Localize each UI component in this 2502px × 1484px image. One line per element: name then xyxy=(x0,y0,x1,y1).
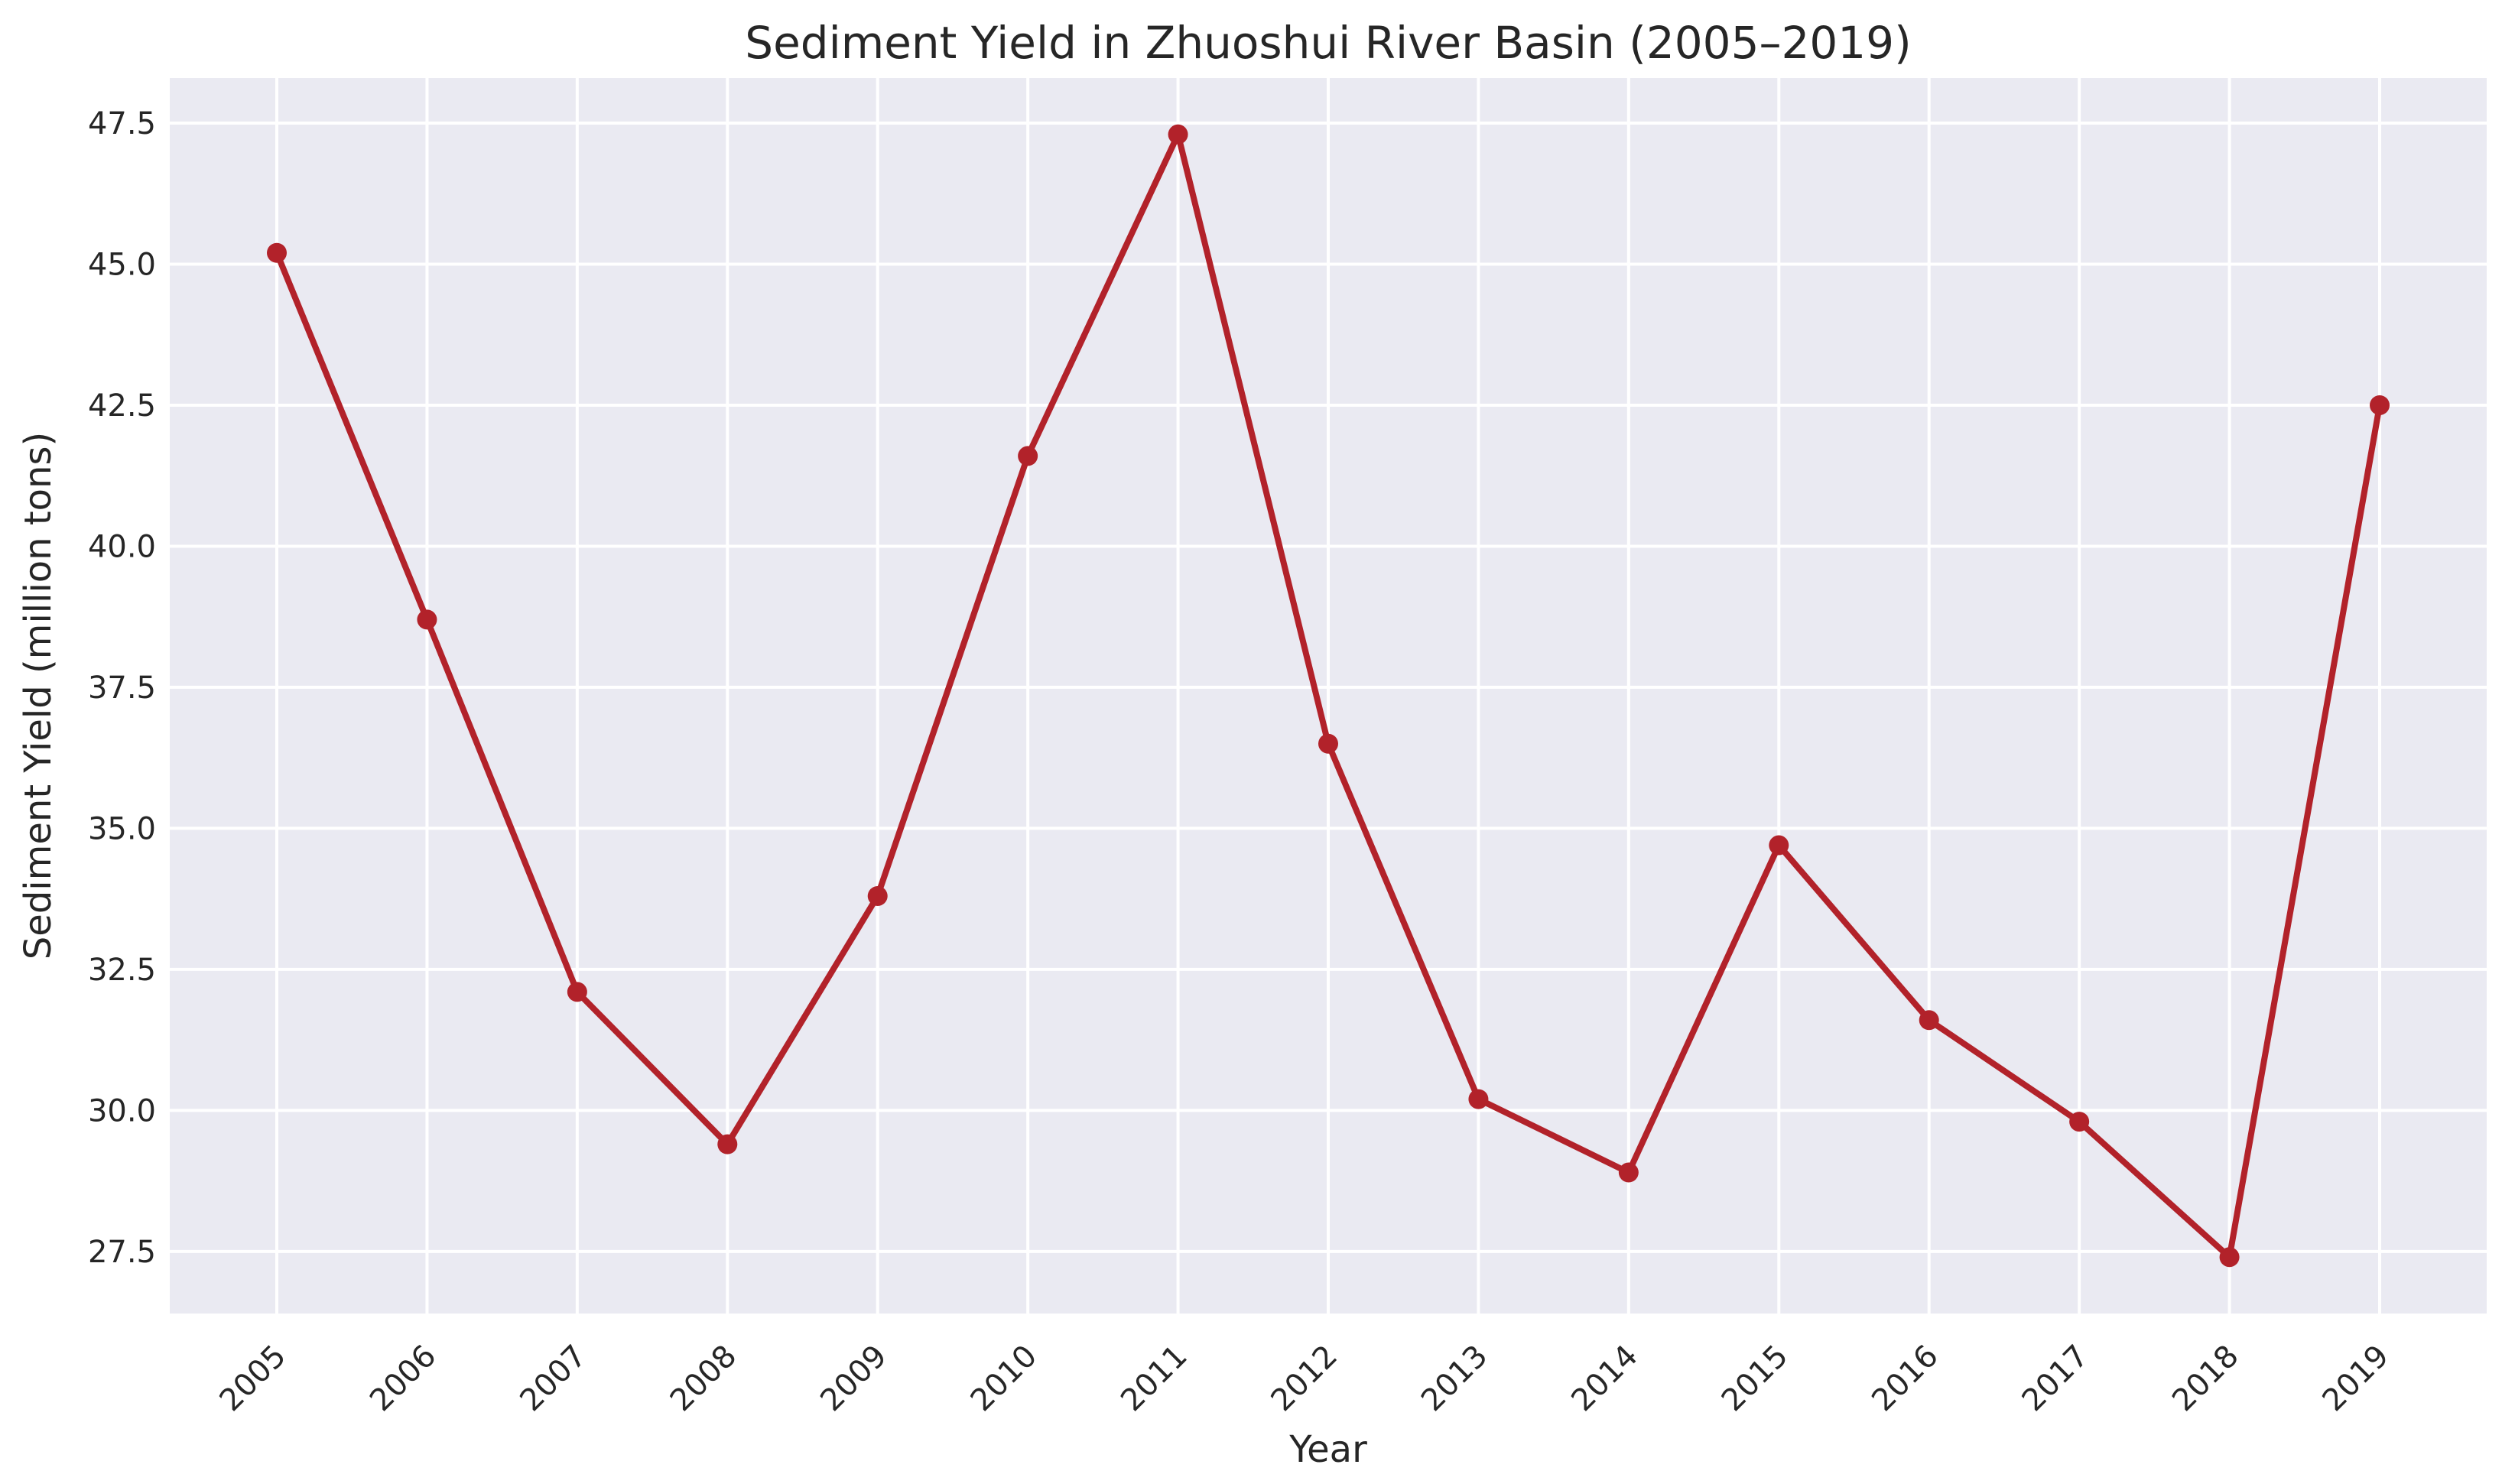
y-tick-label: 37.5 xyxy=(88,671,156,706)
data-point xyxy=(2069,1112,2090,1132)
data-point xyxy=(1468,1089,1489,1109)
x-tick-label: 2006 xyxy=(363,1339,444,1419)
x-tick-label: 2013 xyxy=(1415,1339,1495,1419)
x-axis-ticks: 2005 2006 2007 2008 2009 2010 2011 2012 2013 2014… xyxy=(213,1339,2396,1419)
series-layer xyxy=(267,124,2390,1268)
chart-title: Sediment Yield in Zhuoshui River Basin (… xyxy=(745,17,1911,69)
y-tick-label: 40.0 xyxy=(88,529,156,564)
x-tick-label: 2018 xyxy=(2166,1339,2246,1419)
y-tick-label: 35.0 xyxy=(88,811,156,846)
data-point xyxy=(417,609,437,630)
data-point xyxy=(2219,1247,2240,1268)
x-tick-label: 2008 xyxy=(664,1339,744,1419)
data-point xyxy=(2370,395,2390,415)
data-point xyxy=(267,242,287,263)
x-tick-label: 2012 xyxy=(1265,1339,1345,1419)
x-tick-label: 2015 xyxy=(1715,1339,1795,1419)
y-tick-label: 30.0 xyxy=(88,1093,156,1128)
data-point xyxy=(867,885,888,906)
x-tick-label: 2019 xyxy=(2316,1339,2396,1419)
data-point xyxy=(1018,446,1038,466)
x-axis-label: Year xyxy=(1288,1428,1367,1471)
y-tick-label: 27.5 xyxy=(88,1235,156,1270)
x-tick-label: 2011 xyxy=(1114,1339,1194,1419)
data-point xyxy=(1618,1162,1639,1183)
data-point xyxy=(1168,124,1188,145)
grid-lines xyxy=(170,78,2487,1314)
data-point xyxy=(1318,733,1338,754)
data-point xyxy=(1919,1010,1939,1031)
x-tick-label: 2010 xyxy=(964,1339,1045,1419)
x-tick-label: 2007 xyxy=(513,1339,593,1419)
data-point xyxy=(567,982,587,1002)
x-tick-label: 2009 xyxy=(814,1339,894,1419)
y-tick-label: 45.0 xyxy=(88,248,156,283)
y-axis-label: Sediment Yield (million tons) xyxy=(17,432,60,960)
x-tick-label: 2014 xyxy=(1565,1339,1645,1419)
y-tick-label: 42.5 xyxy=(88,388,156,424)
data-point xyxy=(717,1134,738,1154)
x-tick-label: 2016 xyxy=(1865,1339,1945,1419)
data-point xyxy=(1769,835,1789,856)
y-axis-ticks: 27.5 30.0 32.5 35.0 37.5 40.0 42.5 45.0 47.5 xyxy=(88,106,156,1270)
y-tick-label: 47.5 xyxy=(88,106,156,141)
x-tick-label: 2005 xyxy=(213,1339,294,1419)
x-tick-label: 2017 xyxy=(2016,1339,2096,1419)
y-tick-label: 32.5 xyxy=(88,953,156,988)
